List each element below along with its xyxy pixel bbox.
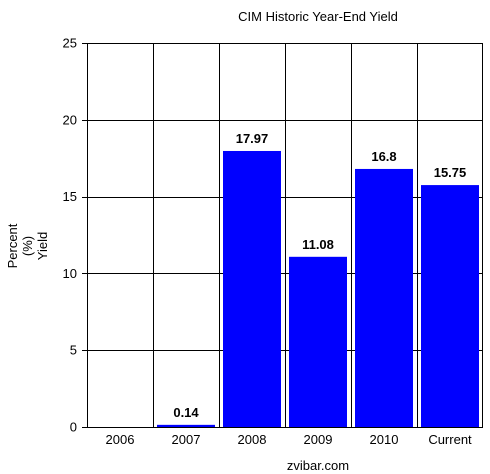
y-axis-label-line-2: (%) <box>20 236 35 256</box>
y-tick-label-1: 5 <box>70 343 77 358</box>
x-tick-label-2010: 2010 <box>370 432 399 447</box>
value-labels: 0.14 17.97 11.08 16.8 15.75 <box>173 131 466 420</box>
y-tick-label-5: 25 <box>63 36 77 51</box>
plot-frame <box>82 43 483 428</box>
x-tick-label-2006: 2006 <box>106 432 135 447</box>
y-tick-label-4: 20 <box>63 112 77 127</box>
x-tick-label-Current: Current <box>428 432 472 447</box>
chart-title: CIM Historic Year-End Yield <box>238 9 398 24</box>
value-label-2010: 16.8 <box>371 149 396 164</box>
x-tick-label-2009: 2009 <box>304 432 333 447</box>
bar-2008 <box>223 150 281 427</box>
value-label-2009: 11.08 <box>302 237 334 252</box>
y-tick-labels: 0 5 10 15 20 25 <box>63 36 77 435</box>
value-label-Current: 15.75 <box>434 165 467 180</box>
y-tick-label-2: 10 <box>63 266 77 281</box>
plot-border <box>87 43 483 428</box>
y-axis-label-line-1: Percent <box>5 223 20 268</box>
bar-2007 <box>157 424 215 427</box>
source-label: zvibar.com <box>287 458 349 473</box>
x-tick-labels: 2006 2007 2008 2009 2010 Current <box>106 432 473 447</box>
value-label-2008: 17.97 <box>236 131 269 146</box>
x-tick-label-2007: 2007 <box>172 432 201 447</box>
y-tick-label-3: 15 <box>63 189 77 204</box>
y-axis-label: Percent (%) Yield <box>5 223 50 268</box>
bars <box>157 150 479 427</box>
value-label-2007: 0.14 <box>173 405 199 420</box>
bar-2010 <box>355 168 413 427</box>
x-tick-label-2008: 2008 <box>238 432 267 447</box>
y-axis-label-line-3: Yield <box>35 232 50 260</box>
bar-2009 <box>289 256 347 427</box>
bar-Current <box>421 185 479 427</box>
y-tick-label-0: 0 <box>70 420 77 435</box>
